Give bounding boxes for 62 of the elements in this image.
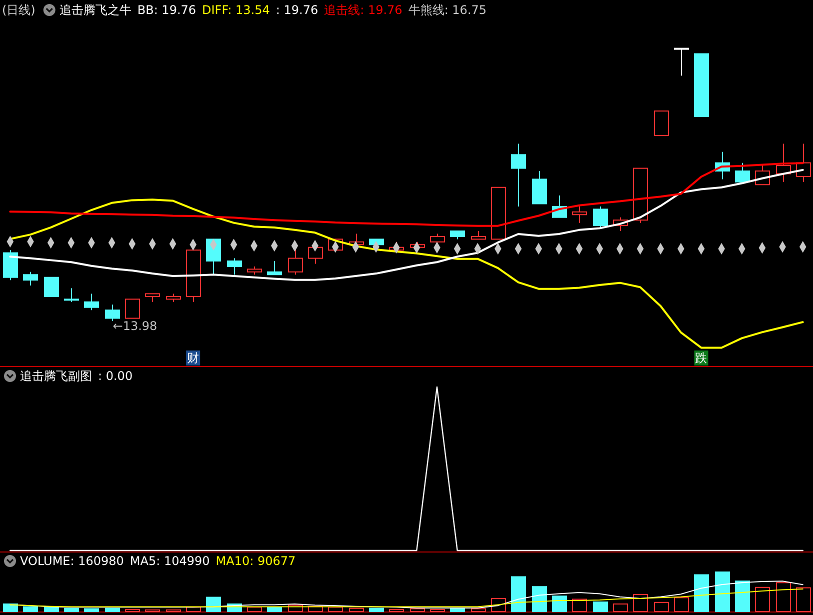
candlestick (227, 258, 242, 276)
bar (552, 596, 567, 612)
bar (308, 606, 323, 612)
bar (145, 609, 160, 612)
bar (735, 580, 750, 612)
candlestick (23, 271, 38, 286)
bar (776, 582, 791, 612)
bar (64, 608, 79, 612)
candlestick (84, 293, 99, 311)
bar (349, 608, 364, 612)
bar (23, 606, 38, 612)
text: 追击线: 19.76 (324, 3, 402, 17)
chart-subtitle: 追击腾飞之牛 (59, 3, 132, 17)
text: 牛熊线: 16.75 (408, 3, 487, 17)
bar (633, 594, 648, 612)
text: 跌 (695, 351, 708, 365)
candlestick (674, 48, 689, 76)
candlestick (267, 260, 282, 276)
bar (450, 608, 465, 612)
bar (511, 576, 526, 612)
bar (755, 586, 770, 612)
bar (532, 586, 547, 612)
bar (572, 598, 587, 612)
bar (593, 602, 608, 612)
bar (613, 603, 628, 612)
text: MA5: 104990 (130, 554, 210, 568)
bar (206, 596, 221, 612)
bar (3, 603, 18, 612)
text: BB: 19.76 (137, 3, 196, 17)
bar (715, 572, 730, 612)
chart-title: (日线) (2, 3, 36, 17)
bar (430, 609, 445, 612)
bar (84, 608, 99, 612)
bar (369, 608, 384, 612)
text: VOLUME: 160980 (20, 554, 124, 568)
bar (288, 604, 303, 612)
bar (125, 609, 140, 612)
candlestick (593, 206, 608, 229)
text: : 0.00 (98, 369, 133, 383)
bar (654, 602, 669, 612)
candlestick (105, 304, 120, 322)
bar (410, 608, 425, 612)
bar (105, 608, 120, 612)
bar (796, 587, 811, 612)
candlestick (44, 276, 59, 297)
text: MA10: 90677 (216, 554, 296, 568)
text: : 19.76 (276, 3, 318, 17)
text: 财 (187, 351, 200, 365)
bar (166, 609, 181, 612)
bar (674, 597, 689, 612)
bar (471, 608, 486, 612)
candlestick (511, 143, 526, 207)
bar (694, 574, 709, 612)
annotation: ←13.98 (112, 319, 158, 333)
candlestick (64, 288, 79, 302)
bar (389, 609, 404, 612)
candlestick (572, 206, 587, 224)
candlestick (735, 162, 750, 182)
bar (491, 598, 506, 612)
chart-title: 追击腾飞副图 (20, 369, 92, 383)
text: DIFF: 13.54 (202, 3, 270, 17)
candlestick (166, 293, 181, 302)
